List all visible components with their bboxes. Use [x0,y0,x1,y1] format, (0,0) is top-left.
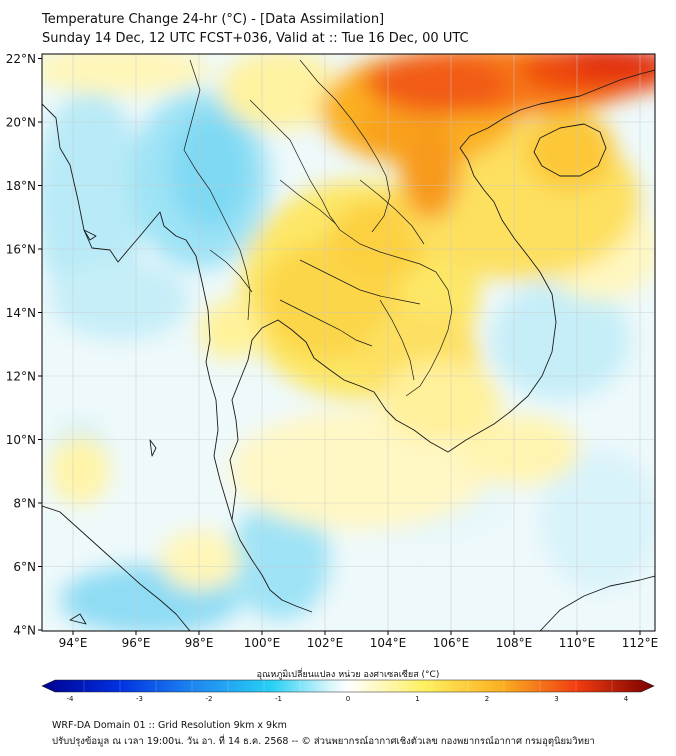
map-frame [41,53,656,632]
colorbar-tick: 0 [346,695,350,703]
country-borders [183,59,453,397]
footer-model-info: WRF-DA Domain 01 :: Grid Resolution 9km … [52,720,287,731]
colorbar-tick: -4 [67,695,75,703]
lon-tick-label: 98°E [185,636,214,650]
lat-tick-label: 16°N [6,243,36,257]
lon-tick-label: 110°E [559,636,596,650]
colorbar-label: อุณหภูมิเปลี่ยนแปลง หน่วย องศาเซลเซียส (… [257,667,440,680]
colorbar-tick: -1 [275,695,282,703]
lat-tick-label: 10°N [6,433,36,447]
lon-tick-label: 102°E [307,636,344,650]
lat-tick-label: 22°N [6,52,36,66]
lon-tick-label: 106°E [433,636,470,650]
lat-tick-label: 6°N [13,560,36,574]
colorbar-tick: 4 [624,695,629,703]
lon-tick-label: 104°E [370,636,407,650]
footer-update-info: ปรับปรุงข้อมูล ณ เวลา 19:00น. วัน อา. ที… [52,736,595,747]
colorbar-tick: 3 [554,695,558,703]
graticule [42,54,655,631]
lat-tick-label: 14°N [6,306,36,320]
lon-tick-label: 94°E [59,636,88,650]
lon-tick-label: 96°E [122,636,151,650]
colorbar-tick: -2 [206,695,213,703]
colorbar-segment-lines [83,680,613,692]
map-title: Temperature Change 24-hr (°C) - [Data As… [42,12,385,27]
lat-tick-label: 18°N [6,179,36,193]
map-subtitle: Sunday 14 Dec, 12 UTC FCST+036, Valid at… [42,31,469,46]
lon-tick-label: 100°E [244,636,281,650]
colorbar-tick: 1 [415,695,419,703]
lat-tick-label: 12°N [6,370,36,384]
lat-tick-label: 20°N [6,116,36,130]
colorbar-tick: 2 [485,695,489,703]
lat-tick-label: 8°N [13,497,36,511]
lat-tick-label: 4°N [13,624,36,638]
temperature-field [42,54,655,631]
coastlines [42,69,655,631]
lon-tick-label: 108°E [496,636,533,650]
colorbar [41,679,655,693]
lon-tick-label: 112°E [622,636,659,650]
colorbar-tick: -3 [136,695,143,703]
